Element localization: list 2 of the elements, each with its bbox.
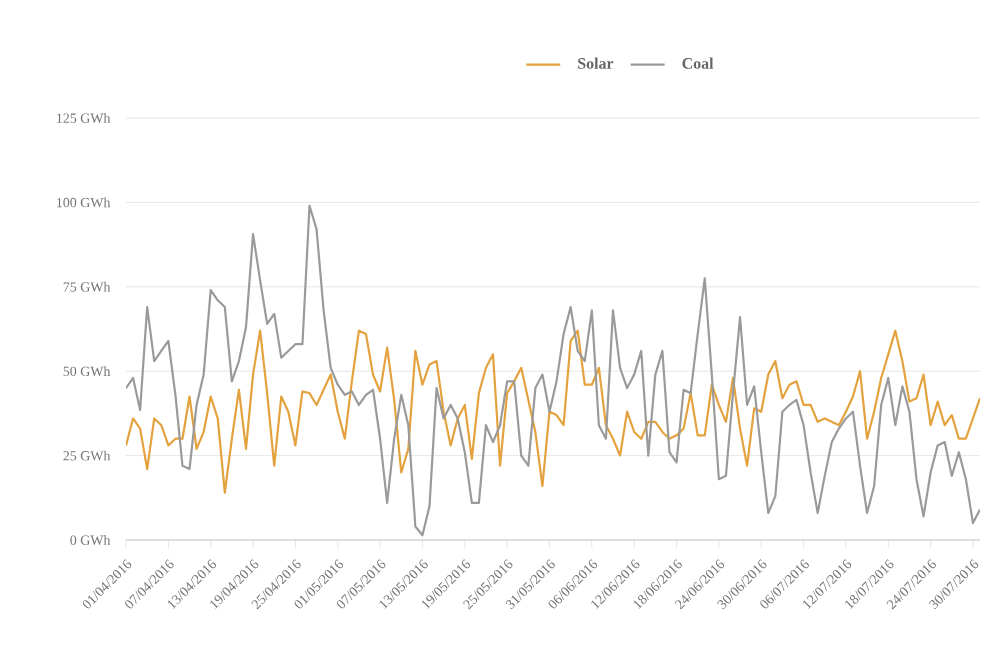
line-series — [126, 204, 981, 537]
line-series — [126, 329, 981, 494]
